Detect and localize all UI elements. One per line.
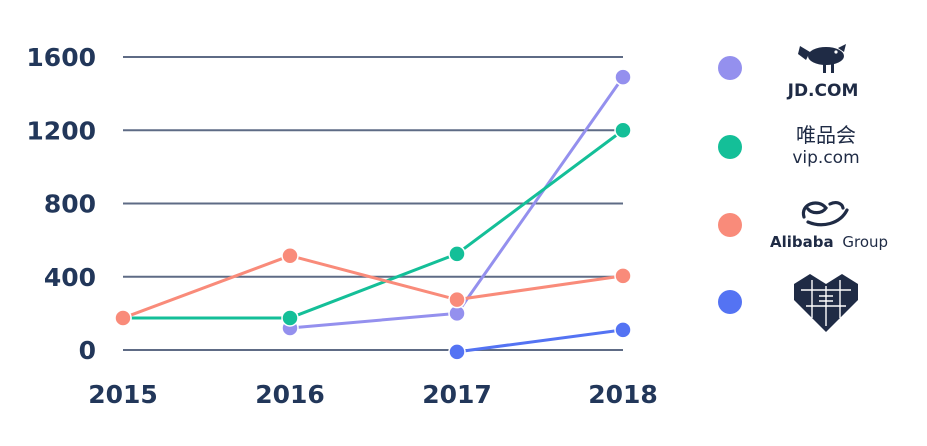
- vip-logo: 唯品会 vip.com: [792, 123, 859, 168]
- legend-marker-alibaba: [718, 213, 742, 237]
- alibaba-logo-text-bold: Alibaba: [770, 233, 834, 251]
- data-point: [281, 246, 299, 265]
- data-point: [614, 267, 632, 285]
- x-tick-label: 2015: [88, 380, 158, 409]
- x-tick-label: 2018: [588, 380, 658, 409]
- series-line: [456, 328, 624, 354]
- series-line: [123, 129, 624, 320]
- data-point: [614, 321, 632, 339]
- alibaba-logo: Alibaba Group: [770, 201, 888, 251]
- jd-logo-text: JD.COM: [787, 81, 859, 101]
- jd-logo: JD.COM: [787, 44, 859, 101]
- series-line: [122, 254, 624, 320]
- x-axis-ticks: 2015 2016 2017 2018: [88, 380, 658, 409]
- alibaba-logo-text-regular: Group: [842, 233, 888, 251]
- data-point: [614, 121, 632, 139]
- x-tick-label: 2017: [422, 380, 492, 409]
- legend-marker-jd: [718, 56, 742, 80]
- x-tick-label: 2016: [255, 380, 325, 409]
- jd-dog-icon: [798, 44, 846, 73]
- y-tick-label: 0: [79, 336, 96, 365]
- data-point: [448, 245, 466, 263]
- y-axis-ticks: 0 400 800 1200 1600: [26, 43, 96, 365]
- data-point: [114, 309, 132, 327]
- legend-marker-pinduoduo: [718, 290, 742, 314]
- data-point: [614, 68, 632, 86]
- data-point: [281, 309, 299, 327]
- legend: JD.COM 唯品会 vip.com Alibaba Group: [718, 44, 888, 332]
- series-points: [114, 68, 632, 361]
- y-tick-label: 1600: [26, 43, 96, 72]
- series-lines: [122, 76, 625, 354]
- y-tick-label: 800: [44, 190, 96, 219]
- vip-logo-text-cn: 唯品会: [796, 123, 856, 147]
- data-point: [448, 290, 466, 309]
- svg-text:Alibaba Group: Alibaba Group: [770, 233, 888, 251]
- data-point: [448, 343, 466, 361]
- pinduoduo-heart-icon: [794, 274, 858, 332]
- vip-logo-text-en: vip.com: [792, 148, 859, 168]
- alibaba-smile-icon: [801, 201, 849, 227]
- y-tick-label: 1200: [26, 116, 96, 145]
- grid-lines: [123, 56, 623, 351]
- legend-marker-vip: [718, 135, 742, 159]
- y-tick-label: 400: [44, 263, 96, 292]
